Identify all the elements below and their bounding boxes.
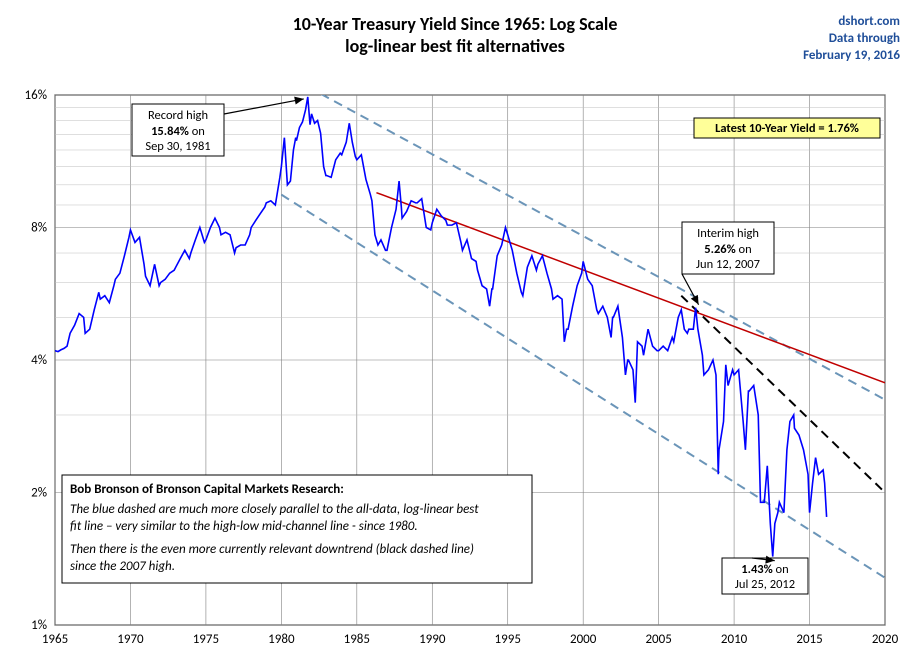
- record-high-l2: 15.84% on: [151, 124, 205, 139]
- red-trend: [376, 193, 885, 383]
- record-high-l3: Sep 30, 1981: [145, 139, 210, 154]
- x-tick-label: 1990: [419, 632, 446, 647]
- interim-high-l3: Jun 12, 2007: [696, 257, 760, 272]
- y-tick-label: 4%: [31, 353, 47, 368]
- interim-high-l1: Interim high: [697, 226, 759, 241]
- chart-svg: 10-Year Treasury Yield Since 1965: Log S…: [0, 0, 911, 662]
- research-body-3: Then there is the even more currently re…: [70, 542, 474, 557]
- y-tick-label: 2%: [31, 486, 47, 501]
- low-2012-l2: Jul 25, 2012: [735, 577, 795, 592]
- x-tick-label: 1970: [117, 632, 144, 647]
- record-high-l1: Record high: [148, 108, 208, 123]
- chart-title-1: 10-Year Treasury Yield Since 1965: Log S…: [293, 13, 618, 35]
- arrow-head: [294, 97, 304, 105]
- research-body-1: The blue dashed are much more closely pa…: [70, 502, 479, 517]
- black-dash-trend: [681, 296, 885, 493]
- research-body-4: since the 2007 high.: [70, 559, 175, 574]
- interim-high-l2: 5.26% on: [704, 242, 751, 257]
- data-through-1: Data through: [829, 31, 900, 46]
- source-label: dshort.com: [838, 14, 900, 29]
- research-title: Bob Bronson of Bronson Capital Markets R…: [70, 482, 344, 497]
- research-body-2: fit line – very similar to the high-low …: [70, 519, 418, 534]
- chart-container: 10-Year Treasury Yield Since 1965: Log S…: [0, 0, 911, 662]
- x-tick-label: 2005: [645, 632, 671, 647]
- arrow: [224, 99, 304, 114]
- y-tick-label: 1%: [31, 618, 47, 633]
- x-tick-label: 1985: [344, 632, 370, 647]
- x-tick-label: 1965: [42, 632, 68, 647]
- x-tick-label: 2020: [872, 632, 899, 647]
- x-tick-label: 2010: [721, 632, 748, 647]
- x-tick-label: 1975: [193, 632, 219, 647]
- chart-title-2: log-linear best fit alternatives: [345, 35, 565, 57]
- x-tick-label: 1980: [268, 632, 295, 647]
- y-tick-label: 16%: [25, 88, 47, 103]
- low-2012-l1: 1.43% on: [741, 562, 788, 577]
- x-tick-label: 2000: [570, 632, 597, 647]
- x-tick-label: 1995: [495, 632, 521, 647]
- y-tick-label: 8%: [31, 221, 47, 236]
- x-tick-label: 2015: [796, 632, 822, 647]
- data-through-2: February 19, 2016: [803, 48, 900, 63]
- latest-yield-text: Latest 10-Year Yield = 1.76%: [715, 121, 859, 136]
